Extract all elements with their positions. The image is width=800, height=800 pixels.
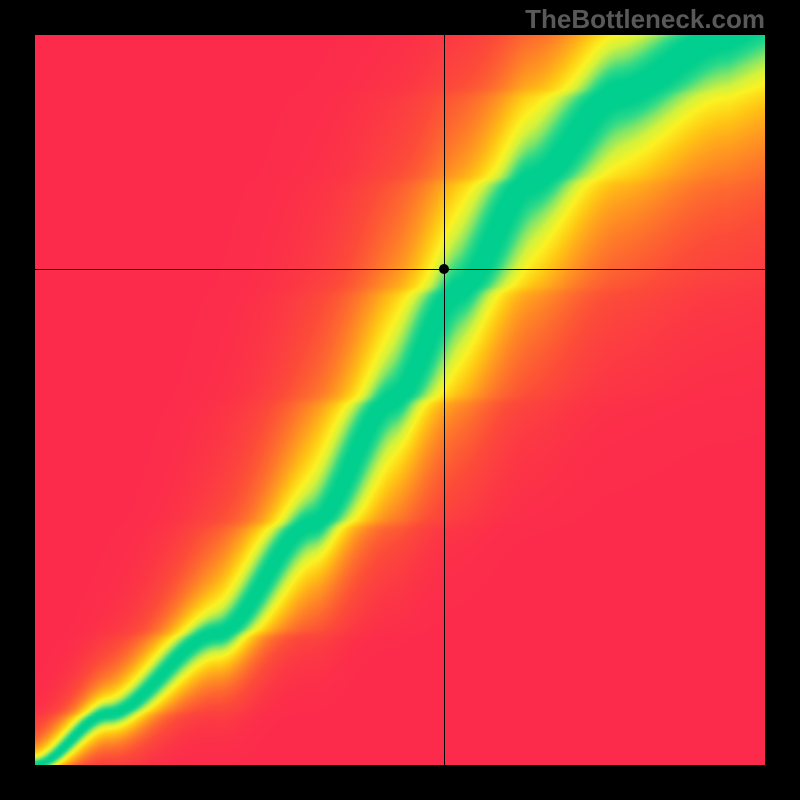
bottleneck-heatmap bbox=[35, 35, 765, 765]
crosshair-horizontal bbox=[35, 269, 765, 270]
selection-marker bbox=[439, 264, 449, 274]
watermark-text: TheBottleneck.com bbox=[525, 4, 765, 35]
crosshair-vertical bbox=[444, 35, 445, 765]
